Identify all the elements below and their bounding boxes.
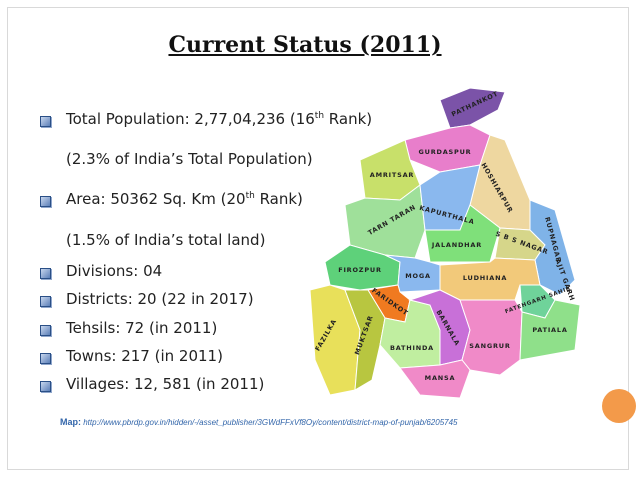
bullet-text: Area: 50362 Sq. Km (20th Rank) [66, 190, 303, 208]
district-label: AMRITSAR [370, 171, 414, 179]
district-label: MOGA [405, 272, 431, 280]
district-label: LUDHIANA [463, 274, 507, 282]
district-label: PATIALA [532, 326, 567, 334]
district-label: SANGRUR [469, 342, 510, 350]
bullet-text: Districts: 20 (22 in 2017) [66, 290, 254, 308]
bullet-icon [40, 325, 51, 336]
bullet-icon [40, 268, 51, 279]
decor-circle [602, 389, 636, 423]
bullet-icon [40, 196, 51, 207]
bullet-text: Total Population: 2,77,04,236 (16th Rank… [66, 110, 373, 128]
region [399, 359, 471, 399]
slide-frame [7, 7, 629, 470]
region [519, 299, 581, 361]
bullet-text: Tehsils: 72 (in 2011) [66, 319, 218, 337]
map-source: Map: http://www.pbrdp.gov.in/hidden/-/as… [60, 417, 458, 427]
region [459, 299, 523, 376]
note-text: (2.3% of India’s Total Population) [66, 150, 313, 168]
slide-title: Current Status (2011) [168, 32, 442, 58]
bullet-icon [40, 116, 51, 127]
bullet-icon [40, 296, 51, 307]
district-label: FIROZPUR [338, 266, 382, 274]
district-label: MANSA [425, 374, 456, 382]
bullet-text: Towns: 217 (in 2011) [66, 347, 223, 365]
bullet-icon [40, 381, 51, 392]
bullet-text: Villages: 12, 581 (in 2011) [66, 375, 265, 393]
district-label: GURDASPUR [419, 148, 472, 156]
note-text: (1.5% of India’s total land) [66, 231, 266, 249]
region [344, 289, 386, 391]
district-label: BATHINDA [390, 344, 434, 352]
bullet-text: Divisions: 04 [66, 262, 163, 280]
district-label: JALANDHAR [431, 241, 482, 249]
bullet-icon [40, 353, 51, 364]
